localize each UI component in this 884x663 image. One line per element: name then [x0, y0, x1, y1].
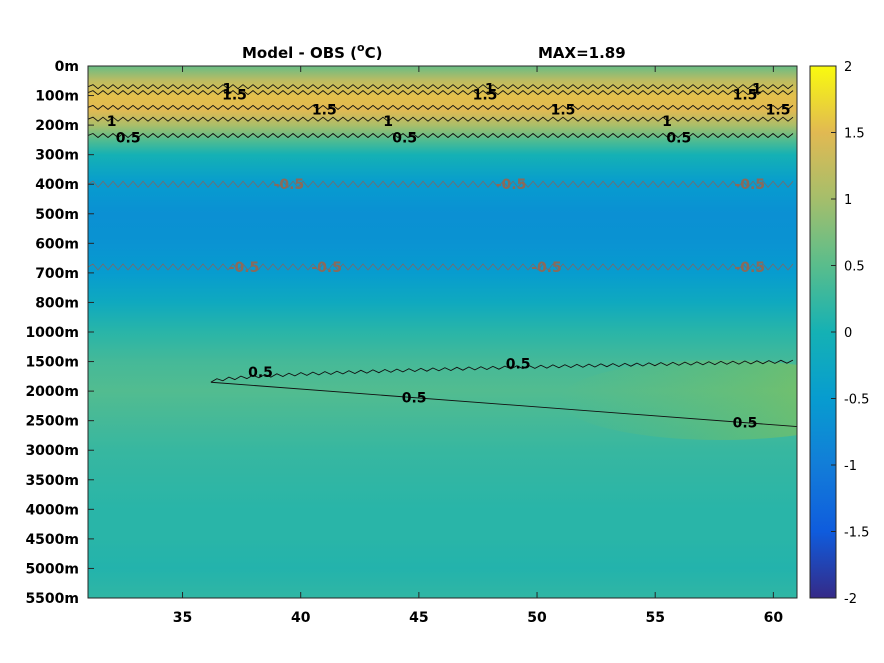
- colorbar-tick-label: 1: [844, 193, 852, 208]
- y-tick-label: 100m: [35, 89, 79, 105]
- x-tick-label: 50: [527, 610, 547, 626]
- contour-label: 1: [383, 114, 393, 130]
- contour-label: 0.5: [733, 416, 758, 432]
- contour-label: -0.5: [531, 260, 562, 276]
- x-tick-label: 40: [291, 610, 311, 626]
- colorbar-tick-label: -2: [844, 592, 857, 607]
- x-tick-label: 45: [409, 610, 428, 626]
- contour-line: [88, 90, 794, 96]
- contour-line: [210, 381, 797, 428]
- contour-label: 1.5: [733, 88, 758, 104]
- contour-lines: [88, 84, 797, 428]
- contour-label: 1: [485, 82, 495, 98]
- y-tick-label: 4500m: [25, 532, 79, 548]
- contour-label: 0.5: [248, 365, 273, 381]
- contour-label: 0.5: [506, 356, 531, 372]
- contour-label: 1.5: [551, 102, 576, 118]
- y-tick-label: 5000m: [25, 561, 79, 577]
- y-tick-label: 1500m: [25, 355, 79, 371]
- contour-label: -0.5: [229, 260, 260, 276]
- y-tick-label: 800m: [35, 295, 79, 311]
- heatmap-field: [88, 66, 797, 598]
- contour-label: 1: [662, 114, 672, 130]
- contour-label: -0.5: [274, 177, 305, 193]
- contour-label: 0.5: [666, 130, 691, 146]
- x-axis: 35 40 45 50 55 60: [173, 66, 784, 626]
- contour-label: 0.5: [116, 130, 141, 146]
- deep-warm-anomaly: [560, 360, 797, 440]
- y-tick-label: 400m: [35, 177, 79, 193]
- contour-line: [210, 359, 794, 383]
- colorbar-tick-label: 2: [844, 60, 852, 75]
- colorbar-tick-label: 1.5: [844, 127, 865, 142]
- x-tick-label: 60: [764, 610, 784, 626]
- x-tick-label: 55: [645, 610, 664, 626]
- y-tick-label: 2000m: [25, 384, 79, 400]
- contour-line: [88, 263, 794, 271]
- contour-label: 1: [223, 82, 233, 98]
- contour-label: 1.5: [473, 88, 498, 104]
- plot-area: 1111.51.51.51.51.51.51110.50.50.5-0.5-0.…: [88, 66, 797, 598]
- contour-label: 1: [752, 82, 762, 98]
- y-tick-label: 3500m: [25, 473, 79, 489]
- y-tick-label: 2500m: [25, 414, 79, 430]
- x-tick-label: 35: [173, 610, 192, 626]
- colorbar-tick-label: -0.5: [844, 393, 869, 408]
- y-axis: 0m 100m 200m 300m 400m 500m 600m 700m 800m 1000m 1…: [25, 59, 94, 607]
- contour-label: 1.5: [222, 88, 247, 104]
- contour-line: [88, 84, 794, 90]
- y-tick-label: 1000m: [25, 325, 79, 341]
- contour-label: 1.5: [312, 102, 337, 118]
- contour-label: 1: [107, 114, 117, 130]
- chart-title: Model - OBS (oC): [242, 41, 382, 62]
- contour-line: [88, 104, 794, 110]
- colorbar-tick-label: 0: [844, 326, 852, 341]
- colorbar-tick-label: -1.5: [844, 526, 869, 541]
- contour-label: -0.5: [496, 177, 527, 193]
- contour-line: [88, 132, 794, 139]
- contour-label: 0.5: [392, 130, 417, 146]
- colorbar-tick-label: -1: [844, 459, 857, 474]
- y-tick-label: 600m: [35, 236, 79, 252]
- contour-labels: 1111.51.51.51.51.51.51110.50.50.5-0.5-0.…: [107, 82, 791, 432]
- colorbar-axis: 2 1.5 1 0.5 0 -0.5 -1 -1.5 -2: [831, 60, 869, 607]
- colorbar-tick-label: 0.5: [844, 260, 865, 275]
- contour-label: -0.5: [734, 177, 765, 193]
- y-tick-label: 0m: [55, 59, 79, 75]
- contour-label: 0.5: [402, 391, 427, 407]
- contour-line: [88, 116, 794, 122]
- y-tick-label: 3000m: [25, 443, 79, 459]
- contour-label: -0.5: [734, 260, 765, 276]
- contour-line: [88, 180, 794, 188]
- max-annotation: MAX=1.89: [538, 44, 626, 62]
- contour-label: 1.5: [766, 102, 791, 118]
- y-tick-label: 500m: [35, 207, 79, 223]
- y-tick-label: 200m: [35, 118, 79, 134]
- y-tick-label: 300m: [35, 148, 79, 164]
- y-tick-label: 4000m: [25, 502, 79, 518]
- contour-label: -0.5: [311, 260, 342, 276]
- y-tick-label: 700m: [35, 266, 79, 282]
- y-tick-label: 5500m: [25, 591, 79, 607]
